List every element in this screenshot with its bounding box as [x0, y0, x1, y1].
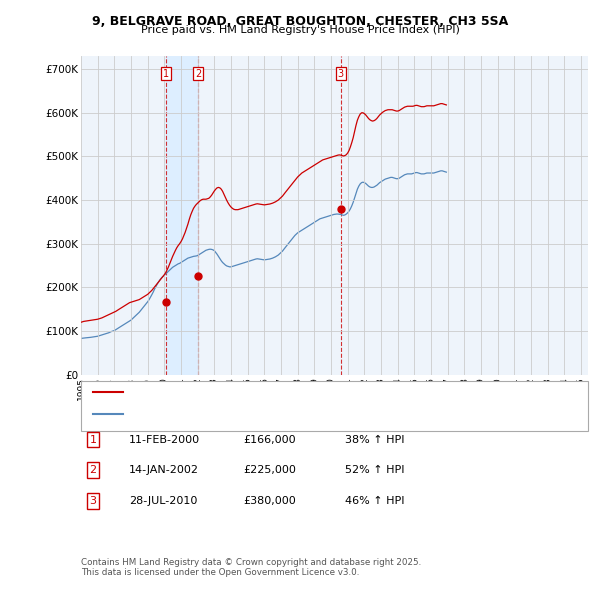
Text: 9, BELGRAVE ROAD, GREAT BOUGHTON, CHESTER, CH3 5SA (detached house): 9, BELGRAVE ROAD, GREAT BOUGHTON, CHESTE…: [129, 388, 512, 397]
Text: 2: 2: [89, 466, 97, 475]
Text: 1: 1: [163, 68, 169, 78]
Text: 28-JUL-2010: 28-JUL-2010: [129, 496, 197, 506]
Text: Price paid vs. HM Land Registry's House Price Index (HPI): Price paid vs. HM Land Registry's House …: [140, 25, 460, 35]
Text: 2: 2: [195, 68, 202, 78]
Text: £380,000: £380,000: [243, 496, 296, 506]
Text: £225,000: £225,000: [243, 466, 296, 475]
Text: 3: 3: [337, 68, 344, 78]
Text: 38% ↑ HPI: 38% ↑ HPI: [345, 435, 404, 444]
Text: 3: 3: [89, 496, 97, 506]
Text: Contains HM Land Registry data © Crown copyright and database right 2025.
This d: Contains HM Land Registry data © Crown c…: [81, 558, 421, 577]
Text: 11-FEB-2000: 11-FEB-2000: [129, 435, 200, 444]
Bar: [166, 56, 198, 375]
Text: 52% ↑ HPI: 52% ↑ HPI: [345, 466, 404, 475]
Text: 14-JAN-2002: 14-JAN-2002: [129, 466, 199, 475]
Text: 46% ↑ HPI: 46% ↑ HPI: [345, 496, 404, 506]
Text: 9, BELGRAVE ROAD, GREAT BOUGHTON, CHESTER, CH3 5SA: 9, BELGRAVE ROAD, GREAT BOUGHTON, CHESTE…: [92, 15, 508, 28]
Text: £166,000: £166,000: [243, 435, 296, 444]
Text: 1: 1: [89, 435, 97, 444]
Text: HPI: Average price, detached house, Cheshire West and Chester: HPI: Average price, detached house, Ches…: [129, 409, 443, 419]
